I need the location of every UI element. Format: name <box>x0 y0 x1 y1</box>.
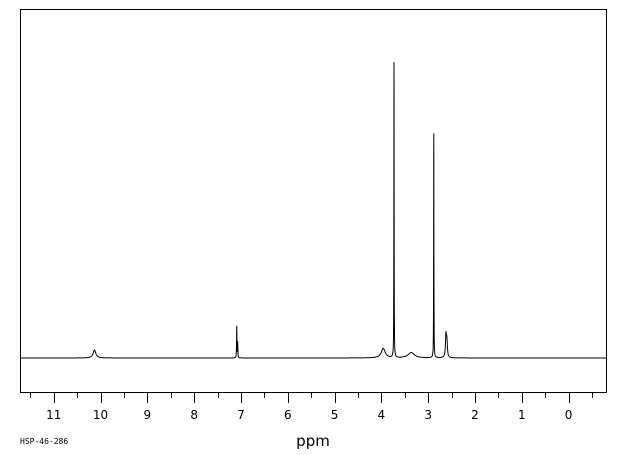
x-tick-label: 7 <box>237 408 245 422</box>
x-tick-label: 8 <box>190 408 198 422</box>
x-tick-label: 6 <box>284 408 292 422</box>
x-tick-label: 3 <box>424 408 432 422</box>
x-axis-ticks <box>30 392 593 403</box>
x-tick-label: 0 <box>565 408 573 422</box>
plot-frame <box>20 9 607 393</box>
sample-id-label: HSP-46-286 <box>20 437 68 446</box>
spectrum-trace <box>21 62 606 359</box>
x-axis-tick-labels: 11 10 9 8 7 6 5 4 3 2 1 0 <box>46 408 572 422</box>
x-tick-label: 9 <box>144 408 152 422</box>
x-tick-label: 5 <box>331 408 339 422</box>
x-tick-label: 1 <box>518 408 526 422</box>
x-tick-label: 10 <box>93 408 108 422</box>
x-axis-title: ppm <box>296 432 330 450</box>
x-tick-label: 4 <box>378 408 386 422</box>
x-tick-label: 11 <box>46 408 61 422</box>
x-tick-label: 2 <box>471 408 479 422</box>
